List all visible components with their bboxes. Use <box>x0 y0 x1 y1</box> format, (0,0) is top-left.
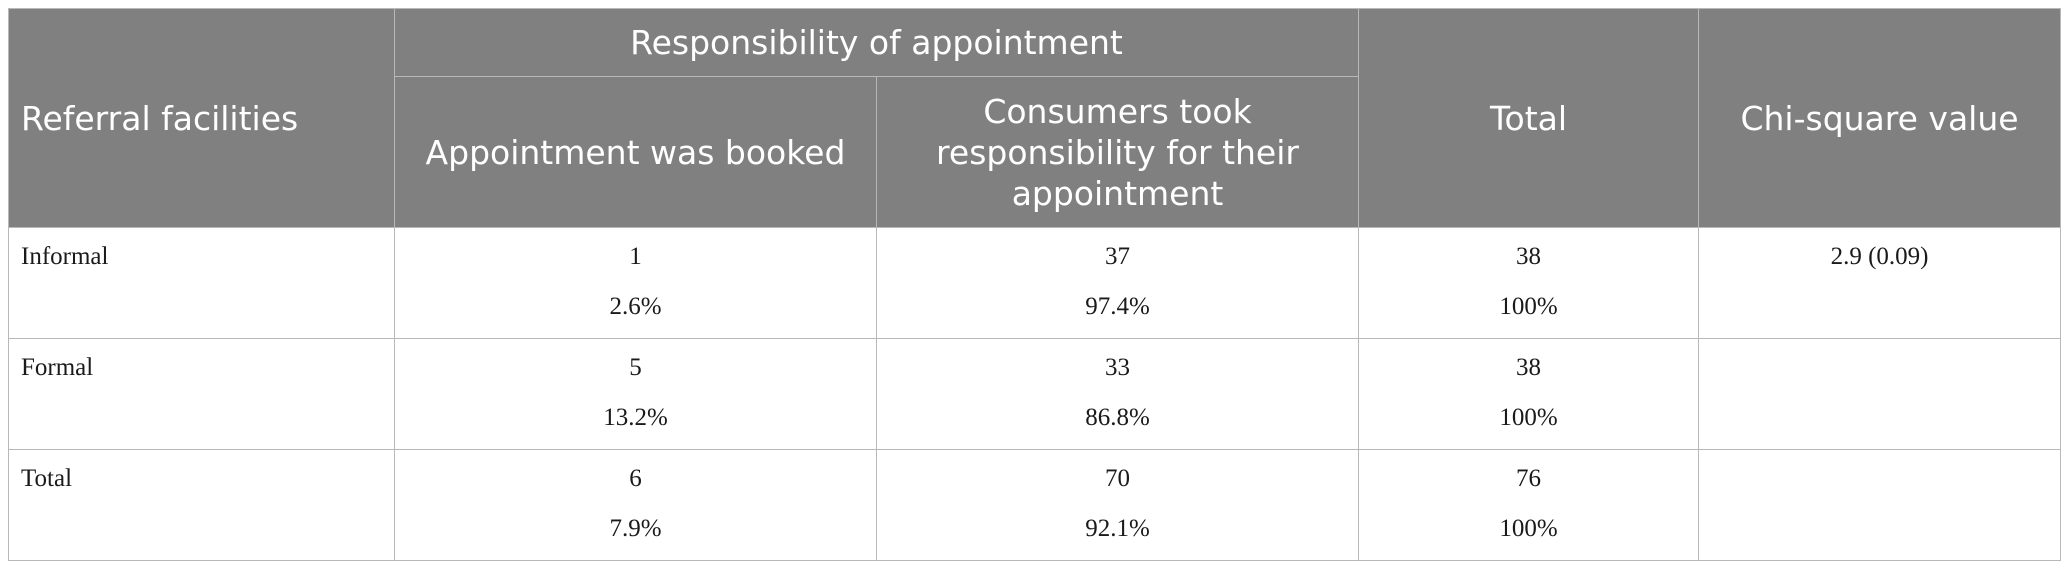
total-count: 38 <box>1516 243 1542 270</box>
booked-percent: 7.9% <box>609 515 662 542</box>
cell-chi-square <box>1698 338 2062 450</box>
cell-consumers: 70 92.1% <box>875 449 1360 561</box>
booked-percent: 2.6% <box>609 293 662 320</box>
cell-consumers: 37 97.4% <box>875 227 1360 339</box>
header-total: Total <box>1358 8 1700 228</box>
cell-booked: 5 13.2% <box>394 338 877 450</box>
row-label: Formal <box>8 338 395 450</box>
referral-responsibility-table: Referral facilities Responsibility of ap… <box>8 8 2062 561</box>
cell-chi-square: 2.9 (0.09) <box>1698 227 2062 339</box>
table-row-formal: Formal 5 13.2% 33 86.8% 38 100% <box>8 338 2062 450</box>
booked-count: 6 <box>629 465 642 492</box>
table-row-total: Total 6 7.9% 70 92.1% 76 100% <box>8 449 2062 561</box>
total-percent: 100% <box>1499 293 1558 320</box>
row-label-text: Total <box>21 465 73 492</box>
header-row-2: Appointment was booked Consumers took re… <box>9 76 2061 228</box>
table-row-informal: Informal 1 2.6% 37 97.4% 38 100% 2.9 (0.09) <box>8 227 2062 339</box>
consumers-count: 33 <box>1105 354 1130 381</box>
header-chi-square: Chi-square value <box>1698 8 2062 228</box>
cell-booked: 6 7.9% <box>394 449 877 561</box>
cell-consumers: 33 86.8% <box>875 338 1360 450</box>
total-percent: 100% <box>1499 404 1558 431</box>
consumers-count: 70 <box>1105 465 1130 492</box>
cell-chi-square <box>1698 449 2062 561</box>
consumers-percent: 97.4% <box>1085 293 1150 320</box>
booked-count: 1 <box>629 243 642 270</box>
row-label: Informal <box>8 227 395 339</box>
header-row-1: Referral facilities Responsibility of ap… <box>8 8 2062 228</box>
table-header: Referral facilities Responsibility of ap… <box>8 8 2062 228</box>
total-percent: 100% <box>1499 515 1558 542</box>
data-table-container: Referral facilities Responsibility of ap… <box>8 8 2062 561</box>
booked-count: 5 <box>629 354 642 381</box>
row-label-text: Formal <box>21 354 94 381</box>
chi-square-value: 2.9 (0.09) <box>1830 243 1929 270</box>
table-body: Informal 1 2.6% 37 97.4% 38 100% 2.9 (0.09)… <box>8 227 2062 561</box>
cell-total: 38 100% <box>1358 227 1700 339</box>
consumers-percent: 92.1% <box>1085 515 1150 542</box>
cell-booked: 1 2.6% <box>394 227 877 339</box>
total-count: 76 <box>1516 465 1542 492</box>
booked-percent: 13.2% <box>603 404 668 431</box>
total-count: 38 <box>1516 354 1542 381</box>
cell-total: 38 100% <box>1358 338 1700 450</box>
header-appointment-booked: Appointment was booked <box>394 76 877 228</box>
header-responsibility-group: Responsibility of appointment <box>393 8 1360 77</box>
header-referral-facilities: Referral facilities <box>8 8 395 228</box>
row-label-text: Informal <box>21 243 109 270</box>
cell-total: 76 100% <box>1358 449 1700 561</box>
consumers-count: 37 <box>1105 243 1130 270</box>
consumers-percent: 86.8% <box>1085 404 1150 431</box>
row-label: Total <box>8 449 395 561</box>
header-consumers-responsibility: Consumers took responsibility for their … <box>875 76 1360 228</box>
